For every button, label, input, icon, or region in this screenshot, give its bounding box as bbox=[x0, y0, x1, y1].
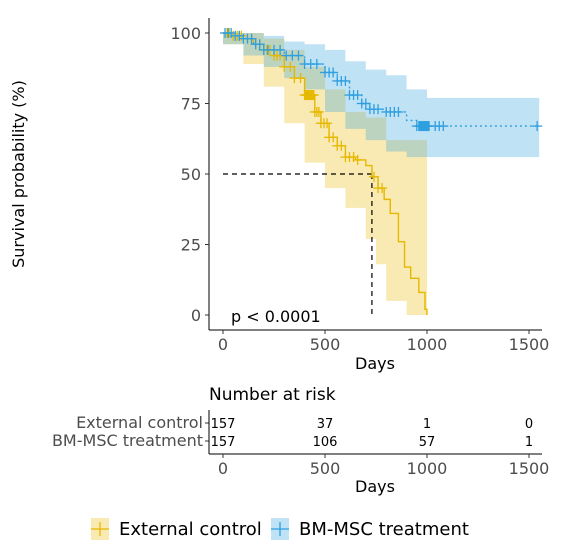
censor-mark-external-control bbox=[328, 132, 339, 143]
legend-label-bm-msc-treatment: BM-MSC treatment bbox=[299, 519, 469, 540]
x-tick-label: 0 bbox=[218, 335, 228, 354]
risk-x-tick-label: 1000 bbox=[407, 459, 448, 478]
x-tick-label: 1000 bbox=[407, 335, 448, 354]
x-tick-label: 1500 bbox=[509, 335, 550, 354]
y-tick-label: 50 bbox=[181, 165, 201, 184]
risk-table-body: External control 157 37 1 0BM-MSC treatment 1… bbox=[52, 410, 549, 478]
x-tick-label: 500 bbox=[310, 335, 341, 354]
risk-count-bm-msc-treatment: 1 bbox=[525, 435, 533, 450]
p-value-annotation: p < 0.0001 bbox=[231, 307, 321, 326]
risk-x-axis-title: Days bbox=[355, 477, 395, 496]
risk-x-tick-label: 0 bbox=[218, 459, 228, 478]
risk-count-external-control: 157 bbox=[211, 417, 236, 432]
risk-table: Number at risk External control 157 37 1 0BM… bbox=[52, 385, 549, 496]
censor-mark-external-control bbox=[308, 90, 319, 101]
censor-mark-bm-msc-treatment bbox=[438, 121, 449, 132]
censor-marks bbox=[220, 28, 543, 194]
risk-count-bm-msc-treatment: 157 bbox=[211, 435, 236, 450]
risk-count-external-control: 37 bbox=[317, 417, 334, 432]
censor-mark-external-control bbox=[313, 106, 324, 117]
censor-mark-bm-msc-treatment bbox=[373, 104, 384, 115]
y-tick-label: 100 bbox=[170, 24, 201, 43]
censor-mark-bm-msc-treatment bbox=[254, 39, 265, 50]
x-axis-title: Days bbox=[355, 354, 395, 373]
legend-label-external-control: External control bbox=[119, 519, 262, 540]
risk-x-tick-label: 1500 bbox=[509, 459, 550, 478]
censor-mark-bm-msc-treatment bbox=[352, 90, 363, 101]
median-survival-lines bbox=[223, 173, 373, 315]
y-tick-label: 25 bbox=[181, 236, 201, 255]
censor-mark-bm-msc-treatment bbox=[340, 75, 351, 86]
risk-count-external-control: 0 bbox=[525, 417, 533, 432]
y-axis-title: Survival probability (%) bbox=[9, 80, 28, 268]
legend: External control BM-MSC treatment bbox=[91, 518, 469, 540]
risk-row-label-external-control: External control bbox=[76, 413, 203, 432]
censor-mark-bm-msc-treatment bbox=[311, 59, 322, 70]
censor-mark-external-control bbox=[352, 154, 363, 165]
censor-mark-bm-msc-treatment bbox=[328, 67, 339, 78]
risk-count-bm-msc-treatment: 106 bbox=[313, 435, 338, 450]
risk-count-bm-msc-treatment: 57 bbox=[419, 435, 436, 450]
y-tick-label: 0 bbox=[191, 306, 201, 325]
censor-mark-external-control bbox=[295, 73, 306, 84]
risk-row-label-bm-msc-treatment: BM-MSC treatment bbox=[52, 431, 203, 450]
censor-mark-external-control bbox=[368, 171, 379, 182]
censor-mark-external-control bbox=[377, 183, 388, 194]
risk-count-external-control: 1 bbox=[423, 417, 431, 432]
risk-x-tick-label: 500 bbox=[310, 459, 341, 478]
censor-mark-bm-msc-treatment bbox=[532, 121, 543, 132]
censor-mark-external-control bbox=[322, 118, 333, 129]
censor-mark-external-control bbox=[336, 140, 347, 151]
censor-mark-bm-msc-treatment bbox=[293, 50, 304, 61]
censor-mark-bm-msc-treatment bbox=[360, 98, 371, 109]
censor-mark-bm-msc-treatment bbox=[393, 106, 404, 117]
censor-mark-bm-msc-treatment bbox=[246, 33, 257, 44]
censor-mark-external-control bbox=[285, 61, 296, 72]
y-tick-label: 75 bbox=[181, 95, 201, 114]
risk-table-title: Number at risk bbox=[209, 385, 336, 405]
censor-mark-bm-msc-treatment bbox=[275, 44, 286, 55]
